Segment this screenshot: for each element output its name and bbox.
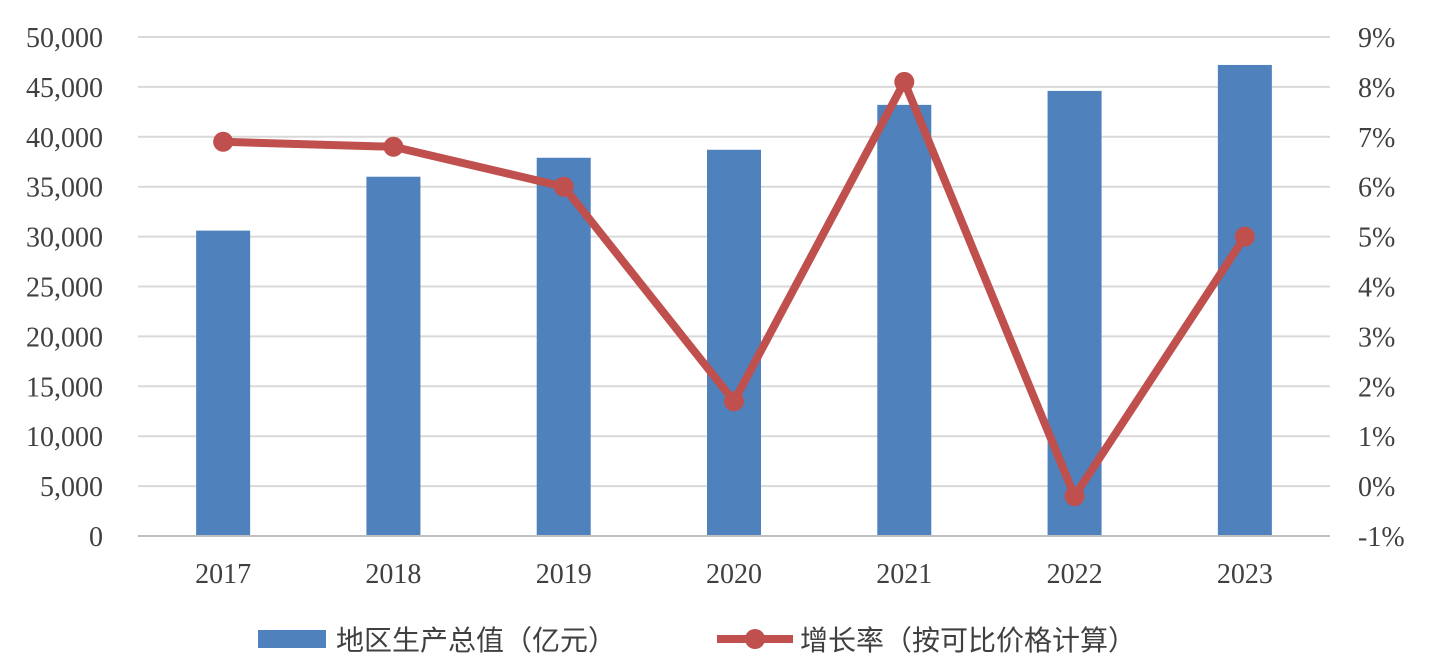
left-tick-label: 35,000: [26, 173, 103, 204]
left-axis-labels: 0 5,000 10,000 15,000 20,000 25,000 30,000 35,0…: [26, 23, 103, 553]
right-tick-label: 1%: [1358, 422, 1395, 453]
line-point: [213, 131, 234, 152]
left-tick-label: 0: [89, 522, 103, 553]
bar: [366, 176, 421, 536]
line-point: [894, 71, 915, 92]
x-axis-labels: 2017 2018 2019 2020 2021 2022 2023: [195, 559, 1273, 590]
left-tick-label: 10,000: [26, 422, 103, 453]
bar: [707, 149, 761, 537]
x-tick-label: 2018: [365, 559, 421, 590]
right-tick-label: -1%: [1358, 522, 1405, 553]
x-tick-label: 2021: [876, 559, 932, 590]
left-tick-label: 5,000: [40, 472, 103, 503]
left-tick-label: 45,000: [26, 73, 103, 104]
right-tick-label: 8%: [1358, 73, 1395, 104]
bar: [1217, 64, 1272, 536]
left-tick-label: 15,000: [26, 372, 103, 403]
x-tick-label: 2017: [195, 559, 251, 590]
left-tick-label: 50,000: [26, 23, 103, 54]
legend-bar-label: 地区生产总值（亿元）: [336, 624, 616, 657]
right-tick-label: 5%: [1358, 223, 1395, 254]
right-tick-label: 0%: [1358, 472, 1395, 503]
line-point: [1064, 486, 1085, 507]
left-tick-label: 25,000: [26, 273, 103, 304]
right-tick-label: 4%: [1358, 273, 1395, 304]
bar: [196, 230, 251, 536]
bar: [536, 157, 591, 536]
legend-bar-swatch: [258, 630, 326, 648]
right-tick-label: 7%: [1358, 123, 1395, 154]
bar-series: [196, 64, 1272, 537]
line-point: [1234, 226, 1255, 247]
x-tick-label: 2023: [1217, 559, 1273, 590]
right-tick-label: 3%: [1358, 322, 1395, 353]
right-tick-label: 9%: [1358, 23, 1395, 54]
x-tick-label: 2020: [706, 559, 762, 590]
bar: [877, 104, 932, 536]
left-tick-label: 20,000: [26, 322, 103, 353]
legend-line-label: 增长率（按可比价格计算）: [800, 624, 1136, 657]
line-point: [383, 136, 404, 157]
right-tick-label: 6%: [1358, 173, 1395, 204]
x-tick-label: 2022: [1047, 559, 1103, 590]
right-tick-label: 2%: [1358, 372, 1395, 403]
line-series: [213, 71, 1255, 507]
legend: 地区生产总值（亿元） 增长率（按可比价格计算）: [258, 624, 1136, 657]
left-tick-label: 40,000: [26, 123, 103, 154]
right-axis-labels: -1% 0% 1% 2% 3% 4% 5% 6% 7% 8% 9%: [1358, 23, 1405, 553]
legend-line-marker: [745, 629, 765, 649]
line-point: [553, 176, 574, 197]
x-tick-label: 2019: [536, 559, 592, 590]
line-point: [724, 391, 744, 412]
left-tick-label: 30,000: [26, 223, 103, 254]
